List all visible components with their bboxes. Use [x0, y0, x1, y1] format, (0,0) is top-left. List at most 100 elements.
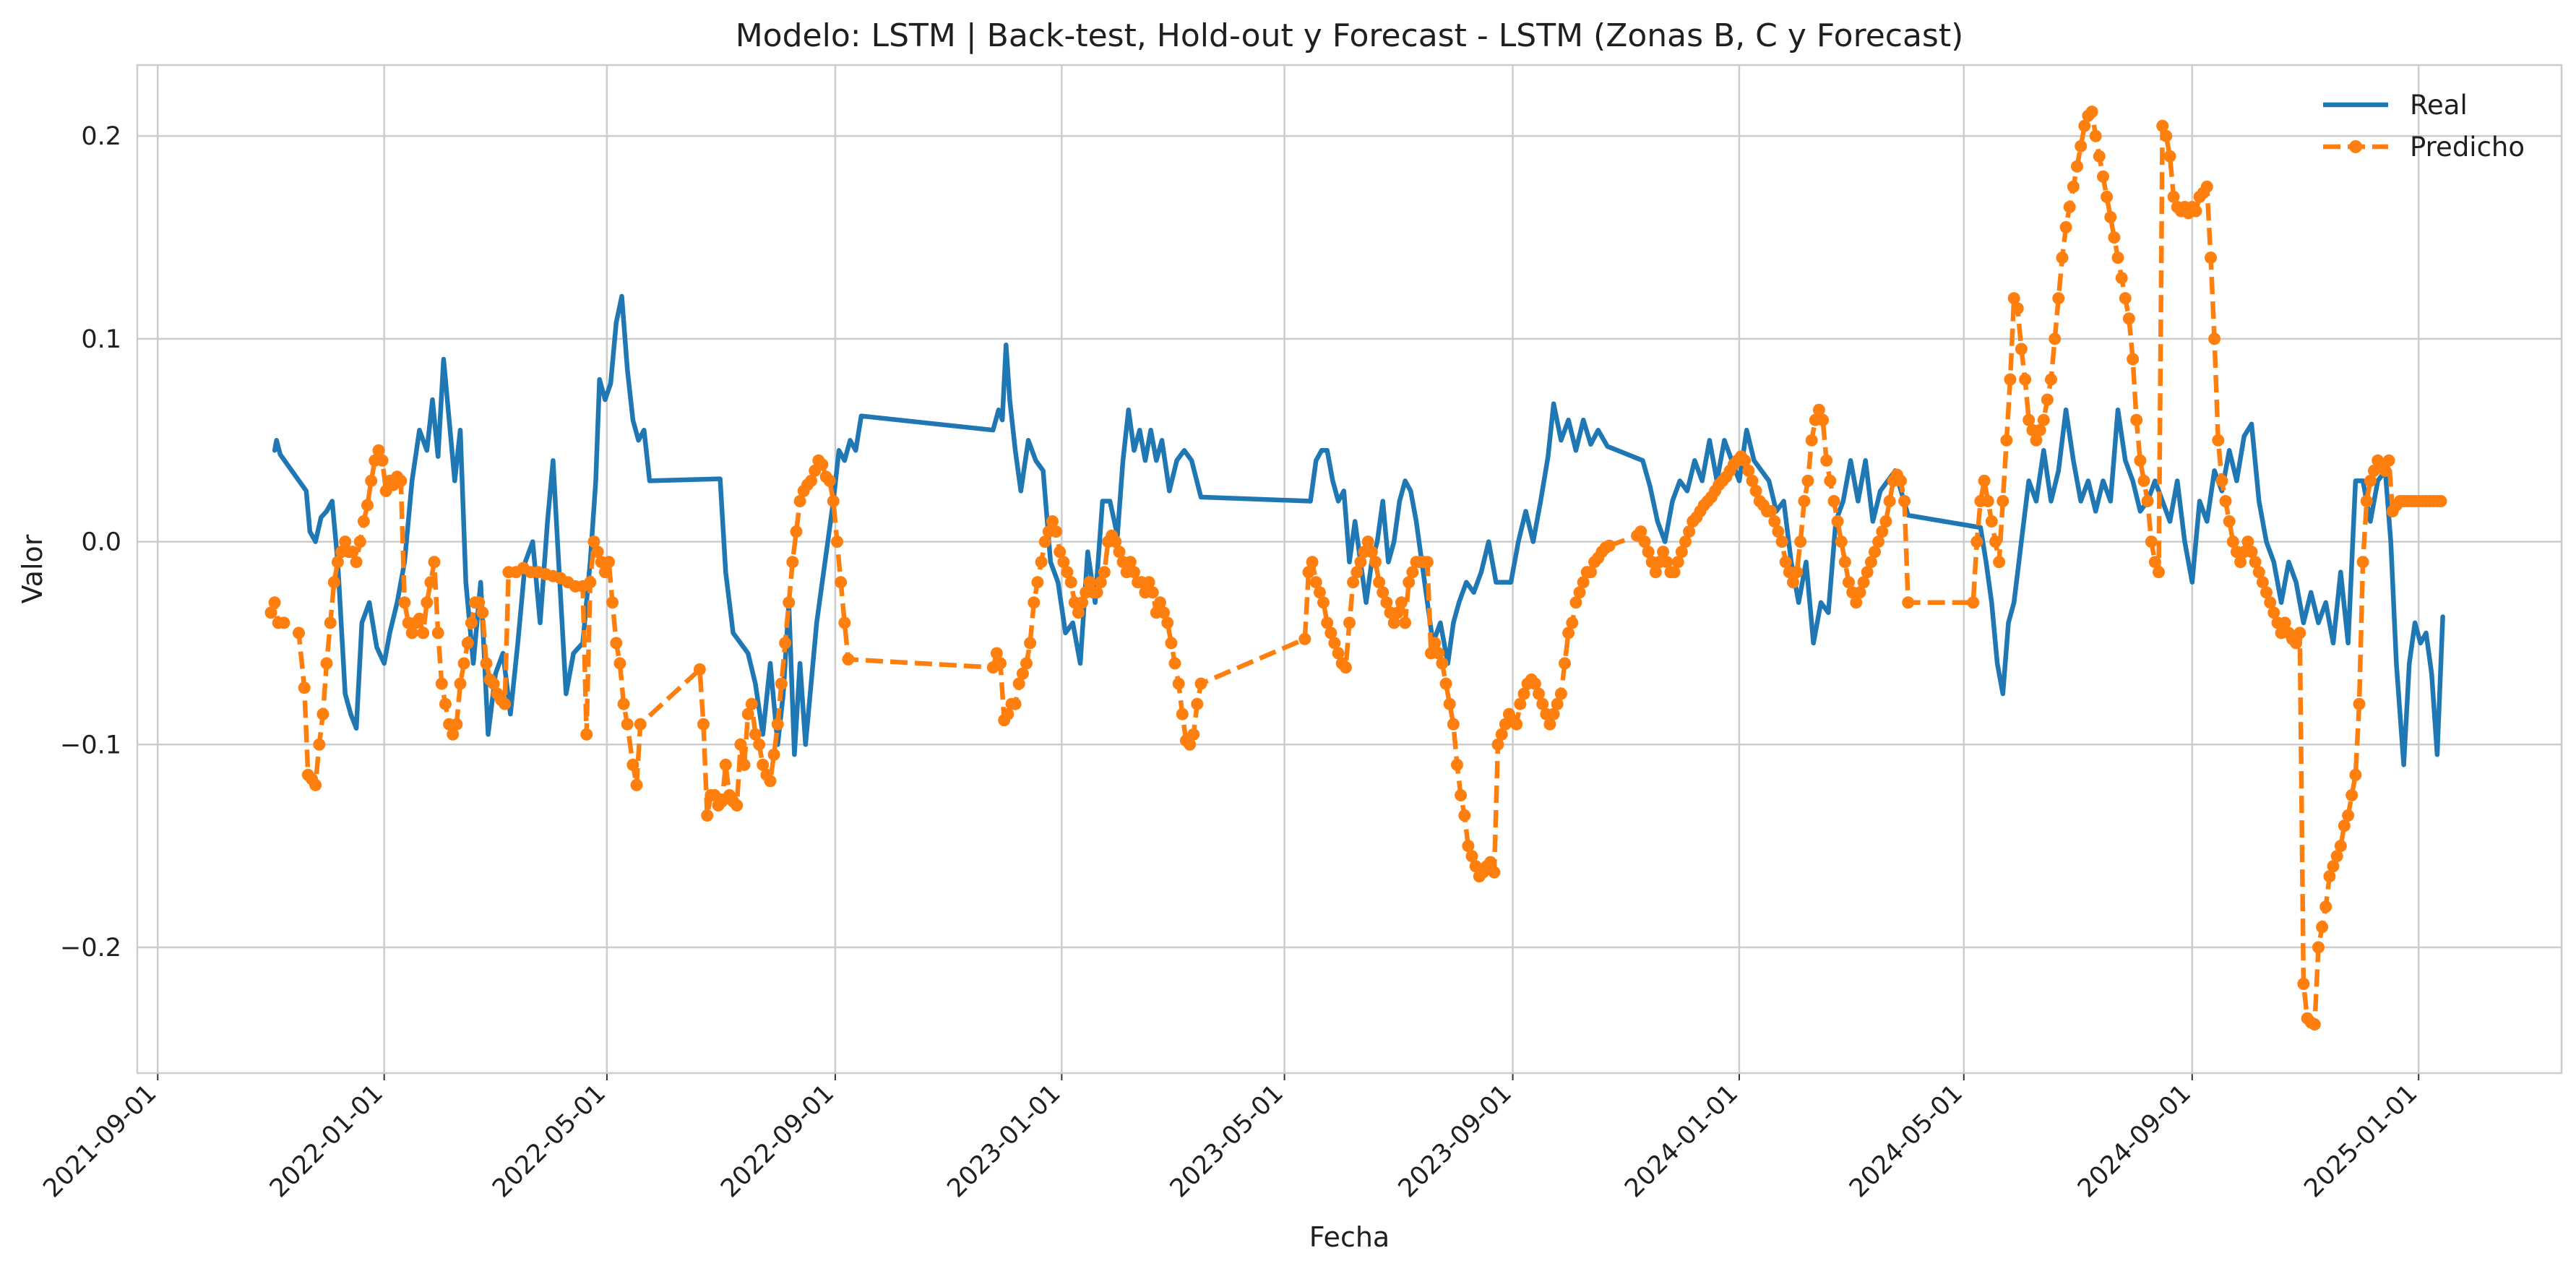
predicho-point: [2234, 556, 2247, 569]
predicho-point: [701, 809, 714, 822]
predicho-point: [1883, 495, 1896, 507]
predicho-point: [1801, 474, 1814, 487]
predicho-point: [738, 758, 751, 771]
predicho-point: [1649, 566, 1662, 579]
predicho-point: [1090, 586, 1103, 599]
predicho-point: [1861, 566, 1874, 579]
predicho-point: [1533, 687, 1545, 700]
predicho-point: [1176, 707, 1189, 720]
predicho-point: [1869, 546, 1881, 559]
predicho-point: [1098, 566, 1111, 579]
predicho-point: [838, 616, 851, 629]
predicho-point: [775, 677, 788, 690]
y-tick-label: 0.1: [81, 325, 121, 354]
predicho-point: [1642, 546, 1655, 559]
predicho-point: [1603, 539, 1616, 552]
predicho-point: [1339, 661, 1352, 674]
predicho-point: [1028, 596, 1041, 609]
predicho-point: [2327, 860, 2340, 873]
predicho-point: [428, 556, 441, 569]
predicho-point: [994, 657, 1007, 670]
predicho-point: [1772, 525, 1785, 538]
predicho-point: [1876, 525, 1889, 538]
predicho-point: [2319, 900, 2332, 913]
predicho-point: [2101, 190, 2114, 203]
predicho-point: [767, 748, 780, 761]
predicho-point: [1562, 627, 1575, 640]
predicho-point: [2089, 129, 2102, 142]
predicho-point: [1791, 566, 1804, 579]
predicho-point: [2356, 556, 2369, 569]
predicho-point: [331, 556, 344, 569]
predicho-point: [2000, 434, 2013, 447]
plot-frame: [136, 64, 2563, 1075]
predicho-point: [1343, 616, 1356, 629]
predicho-point: [617, 697, 630, 710]
predicho-point: [1775, 535, 1788, 548]
predicho-point: [324, 616, 337, 629]
predicho-point: [606, 596, 619, 609]
predicho-point: [2241, 535, 2254, 548]
predicho-point: [1035, 556, 1048, 569]
predicho-point: [2249, 556, 2262, 569]
predicho-point: [580, 728, 593, 741]
predicho-point: [2063, 201, 2076, 213]
predicho-point: [1835, 535, 1848, 548]
predicho-point: [757, 758, 770, 771]
predicho-point: [1551, 697, 1564, 710]
predicho-point: [1820, 454, 1833, 467]
predicho-point: [417, 627, 430, 640]
predicho-point: [1985, 515, 1998, 528]
predicho-point: [2382, 454, 2395, 467]
predicho-point: [268, 596, 281, 609]
predicho-point: [2353, 697, 2366, 710]
series-layer: [264, 106, 2447, 1031]
predicho-point: [990, 647, 1003, 660]
predicho-point: [831, 535, 843, 548]
predicho-point: [2297, 978, 2310, 990]
predicho-point: [1853, 586, 1866, 599]
predicho-point: [1184, 738, 1197, 751]
predicho-point: [1996, 495, 2009, 507]
predicho-point: [1347, 576, 1360, 589]
predicho-point: [447, 728, 460, 741]
predicho-point: [1447, 718, 1460, 731]
predicho-point: [2349, 768, 2362, 781]
predicho-point: [2127, 353, 2140, 366]
predicho-point: [1313, 586, 1326, 599]
predicho-point: [1484, 856, 1497, 869]
predicho-point: [1634, 525, 1647, 538]
predicho-point: [835, 576, 848, 589]
predicho-point: [753, 738, 766, 751]
predicho-point: [1660, 556, 1673, 569]
predicho-point: [1787, 576, 1799, 589]
predicho-point: [2041, 393, 2054, 406]
predicho-point: [2030, 434, 2043, 447]
predicho-point: [2342, 809, 2355, 822]
predicho-point: [1817, 413, 1830, 426]
predicho-point: [2167, 190, 2180, 203]
predicho-point: [2078, 119, 2091, 132]
predicho-point: [2163, 150, 2176, 163]
predicho-point: [1749, 484, 1762, 497]
predicho-point: [1765, 505, 1778, 517]
predicho-point: [1306, 556, 1319, 569]
predicho-point: [1038, 535, 1051, 548]
predicho-point: [1012, 677, 1025, 690]
predicho-point: [309, 778, 322, 791]
predicho-point: [2223, 515, 2236, 528]
predicho-point: [1161, 616, 1174, 629]
predicho-point: [2085, 106, 2098, 119]
predicho-point: [424, 576, 437, 589]
predicho-point: [731, 799, 744, 812]
predicho-point: [745, 697, 758, 710]
predicho-point: [293, 627, 305, 640]
predicho-point: [376, 454, 389, 467]
predicho-point: [1559, 657, 1571, 670]
predicho-point: [1050, 525, 1063, 538]
predicho-point: [1554, 687, 1567, 700]
predicho-point: [591, 546, 604, 559]
predicho-point: [2108, 231, 2121, 244]
predicho-point: [2130, 413, 2143, 426]
predicho-point: [1657, 546, 1670, 559]
